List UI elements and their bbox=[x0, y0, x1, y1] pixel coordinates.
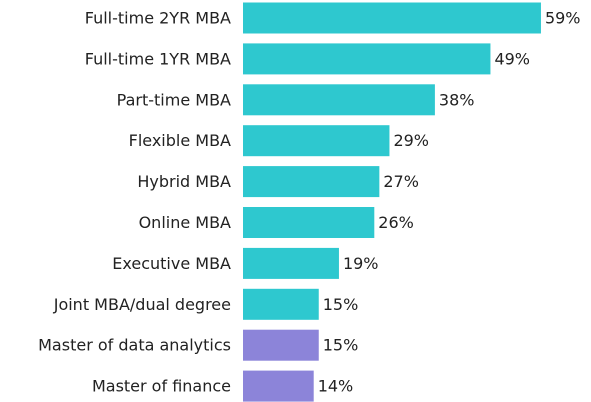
bar bbox=[243, 84, 435, 116]
value-label: 38% bbox=[439, 90, 475, 109]
bar bbox=[243, 166, 380, 198]
category-label: Joint MBA/dual degree bbox=[53, 295, 231, 314]
bar bbox=[243, 288, 319, 320]
bar bbox=[243, 43, 491, 75]
category-label: Full-time 1YR MBA bbox=[85, 49, 231, 68]
bar bbox=[243, 370, 314, 402]
value-label: 15% bbox=[323, 336, 359, 355]
category-label: Executive MBA bbox=[112, 254, 231, 273]
category-label: Part-time MBA bbox=[117, 90, 231, 109]
category-label: Online MBA bbox=[139, 213, 231, 232]
category-label: Hybrid MBA bbox=[137, 172, 231, 191]
value-label: 14% bbox=[318, 377, 354, 396]
category-label: Master of data analytics bbox=[38, 336, 231, 355]
value-label: 19% bbox=[343, 254, 379, 273]
category-label: Flexible MBA bbox=[129, 131, 231, 150]
value-label: 15% bbox=[323, 295, 359, 314]
value-label: 26% bbox=[378, 213, 414, 232]
bar bbox=[243, 2, 541, 34]
value-label: 27% bbox=[383, 172, 419, 191]
category-label: Full-time 2YR MBA bbox=[85, 9, 231, 28]
value-label: 59% bbox=[545, 9, 581, 28]
category-label: Master of finance bbox=[92, 377, 231, 396]
value-label: 49% bbox=[494, 49, 530, 68]
bar bbox=[243, 125, 390, 157]
value-label: 29% bbox=[393, 131, 429, 150]
bar bbox=[243, 329, 319, 361]
bar bbox=[243, 207, 375, 238]
bar bbox=[243, 247, 339, 279]
